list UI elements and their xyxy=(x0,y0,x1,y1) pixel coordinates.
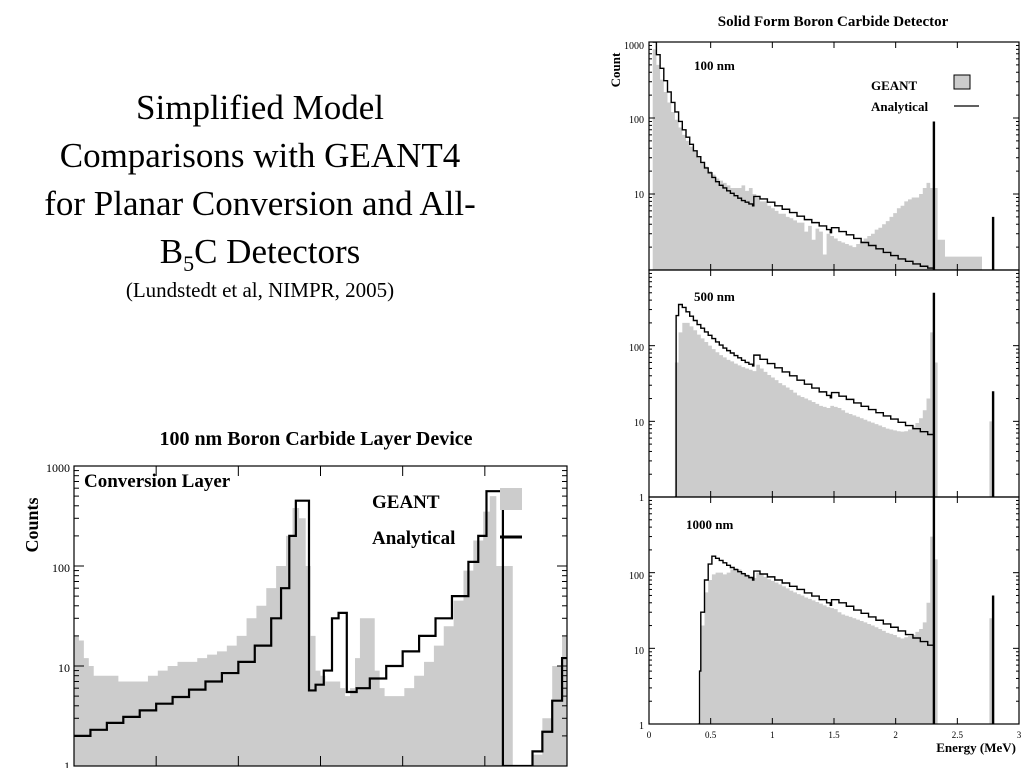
panel1-label: 100 nm xyxy=(694,58,735,73)
legend-analytical-label: Analytical xyxy=(372,528,455,549)
plot-area xyxy=(73,465,568,767)
panel2-analytical-line xyxy=(674,303,935,497)
ytick-label-100: 100 xyxy=(52,561,70,575)
panel2-ytick-100: 100 xyxy=(629,343,644,354)
title-line-1: Simplified Model xyxy=(136,88,384,127)
x-tick-label: 2.5 xyxy=(952,730,964,740)
title-rest: C Detectors xyxy=(194,232,361,271)
legend-geant-swatch xyxy=(953,74,971,90)
solid-form-chart: Solid Form Boron Carbide Detector Count … xyxy=(608,14,1022,755)
x-tick-label: 2 xyxy=(893,730,898,740)
legend-analytical-label: Analytical xyxy=(871,99,928,114)
panel1-ytick-1000: 1000 xyxy=(624,41,644,52)
x-tick-labels: 0 0.5 1 1.5 2 2.5 3 xyxy=(647,730,1022,740)
x-tick-label: 1.5 xyxy=(828,730,840,740)
panel3-ytick-10: 10 xyxy=(634,646,644,657)
x-tick-label: 0 xyxy=(647,730,652,740)
x-tick-label: 0.5 xyxy=(705,730,717,740)
chart-title: 100 nm Boron Carbide Layer Device xyxy=(159,428,472,450)
ytick-label-10: 10 xyxy=(58,661,70,675)
chart-title: Solid Form Boron Carbide Detector xyxy=(718,14,949,30)
panel1-ytick-10: 10 xyxy=(634,190,644,201)
panel2-series xyxy=(671,292,995,497)
panel3-analytical-line xyxy=(698,555,935,724)
left-analytical-line xyxy=(74,490,567,766)
y-axis-label: Count xyxy=(608,52,623,87)
conversion-layer-chart: 100 nm Boron Carbide Layer Device Counts… xyxy=(22,428,568,768)
y-axis-label: Counts xyxy=(22,497,42,552)
panel2-ytick-1: 1 xyxy=(639,493,644,504)
legend-geant-swatch xyxy=(500,488,522,510)
legend-geant-label: GEANT xyxy=(372,492,440,513)
title-line-3: for Planar Conversion and All- xyxy=(44,184,476,223)
panels xyxy=(648,41,1020,725)
x-tick-label: 1 xyxy=(770,730,775,740)
x-axis-label: Energy (MeV) xyxy=(936,740,1016,755)
citation: (Lundstedt et al, NIMPR, 2005) xyxy=(125,278,395,302)
panel2-ytick-10: 10 xyxy=(634,418,644,429)
ytick-label-1000: 1000 xyxy=(46,461,70,475)
panel3-series xyxy=(697,497,995,724)
panel3-ytick-1: 1 xyxy=(639,721,644,732)
panel1-analytical-line xyxy=(652,42,935,270)
left-geant-fill xyxy=(74,496,567,766)
panel-label: Conversion Layer xyxy=(84,471,231,492)
slide-title: Simplified Model Comparisons with GEANT4… xyxy=(0,84,520,276)
title-b: B xyxy=(159,232,184,271)
panel1-ytick-100: 100 xyxy=(629,115,644,126)
panel2-label: 500 nm xyxy=(694,289,735,304)
panel3-label: 1000 nm xyxy=(686,517,733,532)
title-line-4: B5C Detectors xyxy=(0,228,520,276)
ytick-label-1: 1 xyxy=(64,759,70,768)
panel1-series xyxy=(652,42,995,270)
panel2-geant-fill xyxy=(671,322,994,497)
title-subscript: 5 xyxy=(183,251,195,276)
panel1-geant-fill xyxy=(652,49,982,270)
title-line-2: Comparisons with GEANT4 xyxy=(59,136,461,175)
panel3-geant-fill xyxy=(697,536,994,724)
x-tick-label: 3 xyxy=(1017,730,1022,740)
left-series xyxy=(74,490,567,766)
legend-geant-label: GEANT xyxy=(871,78,918,93)
panel3-ytick-100: 100 xyxy=(629,571,644,582)
